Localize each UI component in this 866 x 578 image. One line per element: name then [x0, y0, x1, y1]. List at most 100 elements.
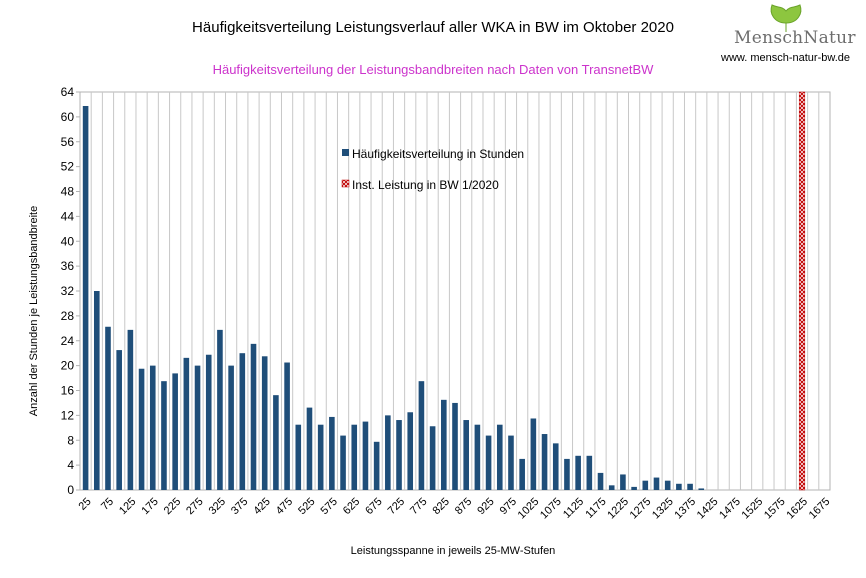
bar — [698, 488, 705, 490]
bar — [575, 455, 581, 490]
bar — [340, 435, 346, 490]
x-tick-label: 1575 — [762, 496, 788, 522]
bar — [317, 424, 324, 490]
bar — [239, 353, 246, 490]
bar — [676, 483, 682, 490]
bar — [552, 443, 559, 490]
bar — [284, 362, 290, 490]
x-tick-label: 1375 — [672, 496, 698, 522]
x-tick-label: 1475 — [717, 496, 743, 522]
y-tick-label: 24 — [61, 334, 75, 348]
y-tick-label: 16 — [61, 384, 75, 398]
bar — [530, 418, 537, 490]
legend-swatch-hours — [342, 149, 349, 156]
y-tick-label: 12 — [61, 408, 75, 422]
bar — [597, 472, 604, 490]
bar — [172, 373, 178, 490]
bar — [541, 434, 548, 490]
bar — [306, 407, 313, 490]
bar — [329, 416, 335, 490]
x-tick-label: 375 — [229, 496, 250, 517]
legend-swatch-installed — [341, 179, 350, 188]
y-tick-label: 36 — [61, 259, 75, 273]
y-tick-label: 56 — [61, 135, 75, 149]
bar — [496, 424, 503, 490]
bar — [564, 458, 570, 490]
x-tick-label: 775 — [408, 496, 429, 517]
y-tick-label: 44 — [61, 209, 75, 223]
chart-title: Häufigkeitsverteilung Leistungsverlauf a… — [192, 19, 674, 36]
y-tick-label: 4 — [67, 458, 74, 472]
bar — [653, 477, 660, 490]
bar — [441, 399, 447, 490]
x-tick-label: 1425 — [695, 496, 721, 522]
bar — [429, 426, 436, 490]
x-tick-label: 1025 — [516, 496, 542, 522]
bar — [452, 402, 458, 490]
ginkgo-leaf-icon — [770, 4, 802, 32]
x-tick-label: 875 — [453, 496, 474, 517]
bar — [485, 435, 492, 490]
x-tick-label: 825 — [430, 496, 451, 517]
y-tick-label: 32 — [61, 284, 75, 298]
y-tick-label: 0 — [67, 483, 74, 497]
x-tick-label: 925 — [475, 496, 496, 517]
bar — [519, 458, 525, 490]
y-tick-label: 40 — [61, 234, 75, 248]
bar — [105, 326, 111, 490]
x-tick-label: 725 — [386, 496, 407, 517]
x-tick-label: 475 — [274, 496, 295, 517]
x-tick-label: 25 — [77, 496, 94, 513]
x-tick-label: 425 — [251, 496, 272, 517]
y-tick-label: 8 — [67, 433, 74, 447]
bar — [149, 365, 156, 490]
x-axis-label: Leistungsspanne in jeweils 25-MW-Stufen — [350, 545, 556, 557]
x-tick-label: 225 — [162, 496, 183, 517]
x-tick-label: 275 — [184, 496, 205, 517]
x-tick-label: 325 — [207, 496, 228, 517]
bar — [373, 441, 380, 490]
x-tick-label: 1625 — [784, 496, 810, 522]
y-tick-label: 20 — [61, 359, 75, 373]
bar — [93, 291, 100, 490]
brand-logo: MenschNatur — [734, 28, 856, 48]
bar — [228, 365, 234, 490]
y-tick-label: 48 — [61, 185, 75, 199]
bar — [362, 421, 369, 490]
bar — [183, 357, 190, 490]
y-tick-label: 52 — [61, 160, 75, 174]
y-tick-label: 28 — [61, 309, 75, 323]
bar — [631, 486, 637, 490]
y-tick-label: 60 — [61, 110, 75, 124]
x-tick-label: 1325 — [650, 496, 676, 522]
bar — [295, 424, 302, 490]
chart-subtitle: Häufigkeitsverteilung der Leistungsbandb… — [212, 62, 654, 77]
bar — [273, 395, 279, 490]
bar — [205, 354, 212, 490]
bar — [116, 350, 122, 490]
legend-label-hours: Häufigkeitsverteilung in Stunden — [352, 147, 524, 161]
bar — [82, 105, 89, 490]
y-tick-label: 64 — [61, 85, 75, 99]
bar — [664, 480, 671, 490]
bar — [418, 381, 425, 490]
x-tick-label: 575 — [319, 496, 340, 517]
bar — [474, 424, 481, 490]
installed-capacity-bar — [798, 91, 806, 491]
bar — [385, 415, 391, 490]
x-tick-label: 525 — [296, 496, 317, 517]
legend-label-installed: Inst. Leistung in BW 1/2020 — [352, 178, 499, 192]
bar — [351, 424, 358, 490]
bar — [127, 329, 134, 490]
x-tick-label: 1525 — [740, 496, 766, 522]
x-tick-label: 175 — [139, 496, 160, 517]
bar — [407, 412, 414, 490]
x-tick-label: 1125 — [561, 496, 586, 521]
brand-url[interactable]: www. mensch-natur-bw.de — [721, 52, 850, 64]
x-tick-label: 125 — [117, 496, 138, 517]
bar — [217, 329, 223, 490]
x-tick-label: 1175 — [583, 496, 608, 521]
bar — [463, 420, 469, 490]
bar — [687, 483, 693, 490]
